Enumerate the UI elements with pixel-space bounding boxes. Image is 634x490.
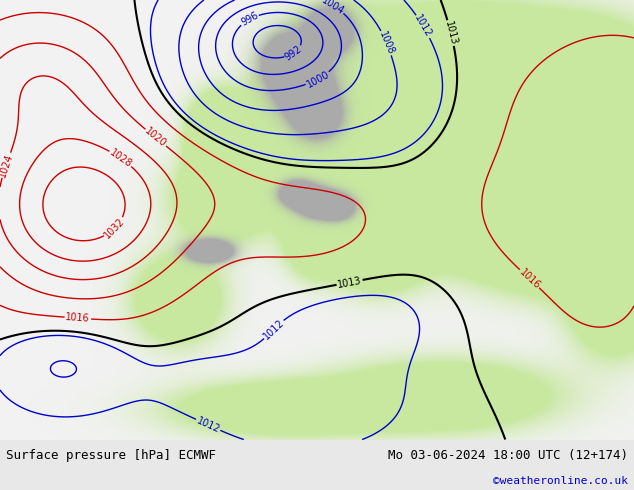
Text: 1013: 1013 [443, 20, 458, 46]
Text: 1004: 1004 [320, 0, 346, 16]
Text: 1012: 1012 [413, 13, 434, 40]
Text: 1016: 1016 [517, 267, 542, 291]
Text: 1032: 1032 [103, 216, 127, 240]
Text: 1012: 1012 [261, 318, 286, 342]
Text: 1013: 1013 [337, 275, 363, 290]
Text: Surface pressure [hPa] ECMWF: Surface pressure [hPa] ECMWF [6, 449, 216, 462]
Text: 1028: 1028 [108, 147, 134, 170]
Text: Mo 03-06-2024 18:00 UTC (12+174): Mo 03-06-2024 18:00 UTC (12+174) [387, 449, 628, 462]
Text: 1016: 1016 [65, 312, 91, 324]
Text: 1012: 1012 [195, 415, 221, 435]
Text: 1020: 1020 [143, 126, 169, 149]
Text: ©weatheronline.co.uk: ©weatheronline.co.uk [493, 476, 628, 486]
Text: 1024: 1024 [0, 152, 15, 178]
Text: 1008: 1008 [377, 30, 396, 56]
Text: 996: 996 [239, 10, 260, 28]
Text: 1000: 1000 [305, 69, 331, 89]
Text: 992: 992 [283, 44, 304, 62]
